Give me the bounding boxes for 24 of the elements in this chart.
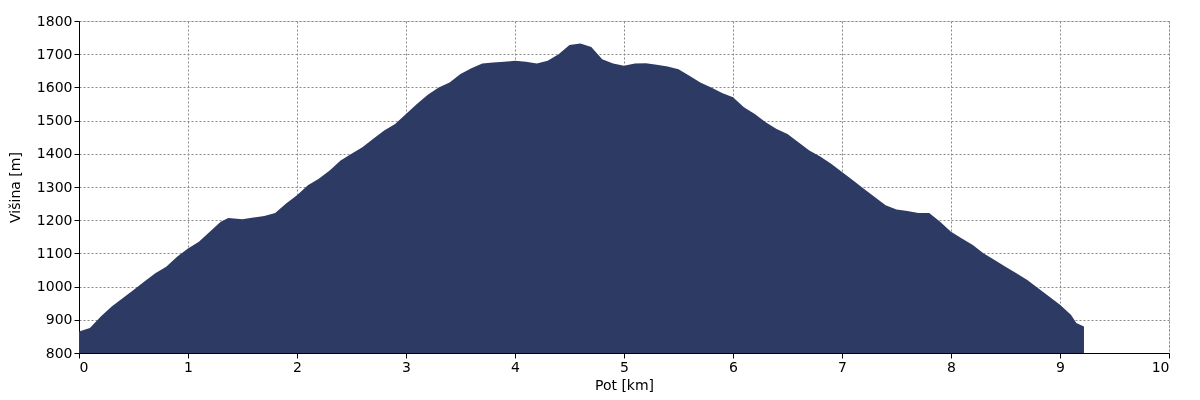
y-tick-label: 1300 — [36, 178, 73, 195]
y-axis-title: Višina [m] — [6, 152, 23, 223]
y-tick-label: 800 — [45, 344, 73, 361]
x-tick-label: 0 — [79, 358, 89, 375]
x-tick-label: 10 — [1151, 358, 1170, 375]
x-tick-label: 5 — [620, 358, 629, 375]
y-tick-label: 1700 — [36, 45, 73, 62]
x-tick-label: 2 — [293, 358, 302, 375]
x-tick-label: 9 — [1056, 358, 1065, 375]
x-tick-label: 1 — [184, 358, 193, 375]
x-tick-label: 4 — [511, 358, 521, 375]
x-tick-label: 8 — [947, 358, 956, 375]
y-tick-label: 1500 — [36, 112, 73, 129]
y-tick-label: 1600 — [36, 78, 73, 95]
y-tick-label: 1200 — [36, 211, 73, 228]
y-tick-label: 1400 — [36, 145, 73, 162]
x-tick-label: 6 — [729, 358, 739, 375]
x-tick-label: 3 — [402, 358, 411, 375]
x-tick-label: 7 — [838, 358, 847, 375]
y-tick-label: 1000 — [36, 278, 73, 295]
y-tick-label: 1800 — [36, 12, 73, 29]
y-tick-label: 1100 — [36, 244, 73, 261]
x-axis-title: Pot [km] — [594, 376, 655, 393]
y-tick-label: 900 — [45, 311, 73, 328]
